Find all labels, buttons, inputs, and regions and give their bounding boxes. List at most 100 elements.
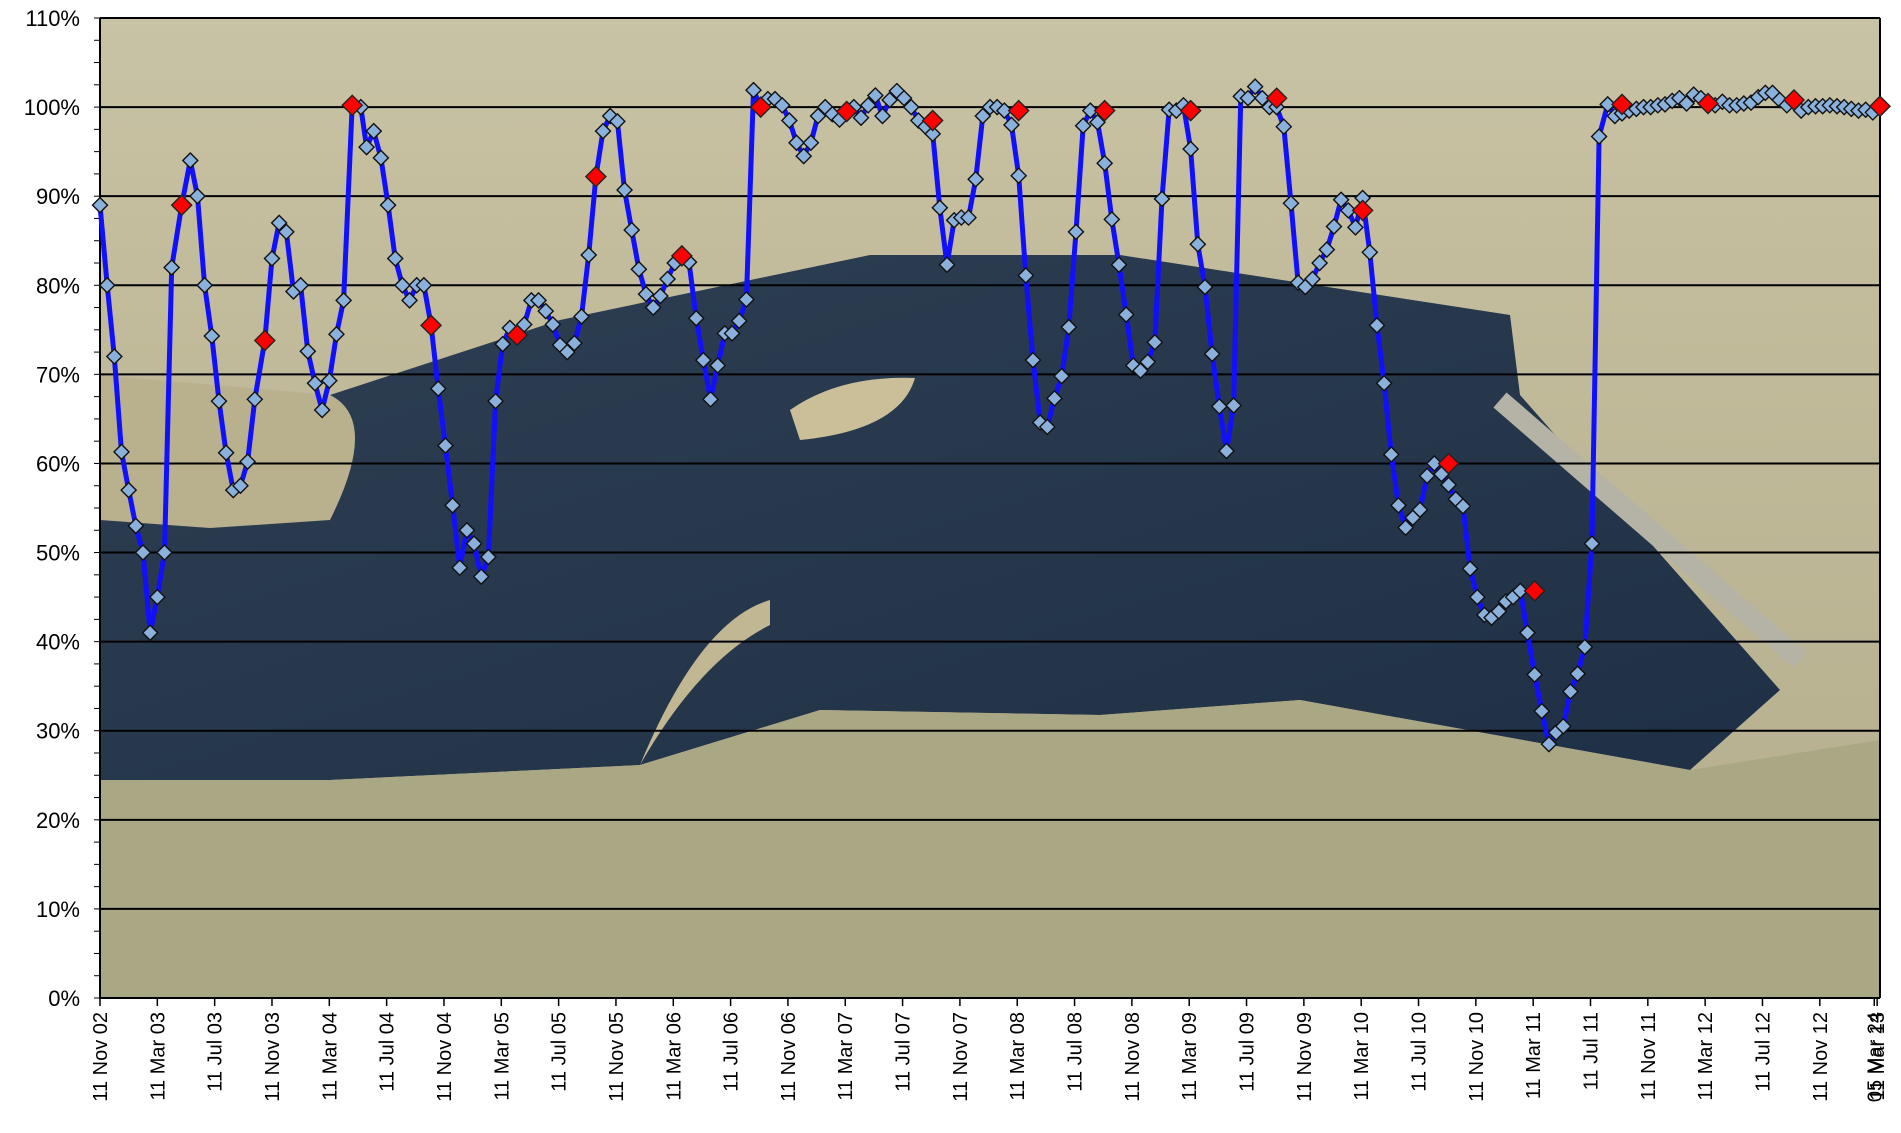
data-point	[1067, 223, 1085, 241]
x-tick-label: 11 Mar 07	[835, 1012, 857, 1101]
x-tick-label: 11 Mar 12	[1695, 1012, 1717, 1101]
data-point	[1303, 270, 1321, 288]
data-point	[372, 149, 390, 167]
data-point	[105, 348, 123, 366]
data-point	[494, 335, 512, 353]
x-tick-label: 11 Mar 03	[147, 1012, 169, 1101]
data-point	[393, 276, 411, 294]
x-tick-label: 11 Jul 10	[1409, 1012, 1431, 1092]
data-point	[1526, 666, 1544, 684]
y-tick-label: 80%	[36, 273, 80, 298]
data-point	[141, 624, 159, 642]
data-point	[379, 196, 397, 214]
data-point	[217, 444, 235, 462]
data-point	[365, 122, 383, 140]
data-point	[1346, 218, 1364, 236]
y-tick-label: 50%	[36, 541, 80, 566]
x-tick-label: 11 Nov 10	[1466, 1012, 1488, 1102]
data-point	[709, 356, 727, 374]
data-point	[866, 87, 884, 104]
data-point	[780, 111, 798, 129]
data-point	[91, 196, 109, 214]
data-point	[1189, 235, 1207, 253]
data-point	[292, 276, 310, 294]
data-point	[1311, 254, 1329, 272]
data-point	[1203, 345, 1221, 363]
x-tick-label: 11 Nov 02	[90, 1012, 112, 1102]
highlight-point	[584, 165, 607, 188]
data-point	[1103, 210, 1121, 228]
data-point	[1275, 118, 1293, 136]
data-point	[1461, 560, 1479, 578]
data-point	[1246, 78, 1264, 96]
data-point	[1368, 316, 1386, 334]
data-point	[902, 98, 920, 116]
y-tick-label: 110%	[25, 6, 80, 31]
data-point	[98, 276, 116, 294]
data-point	[1081, 102, 1099, 120]
data-point	[1196, 278, 1214, 296]
data-point	[1678, 95, 1696, 113]
data-point	[608, 112, 626, 130]
data-point	[630, 260, 648, 278]
data-point	[530, 291, 548, 309]
data-point	[120, 481, 138, 499]
data-point	[436, 437, 454, 455]
data-point	[616, 181, 634, 199]
data-point	[299, 342, 317, 360]
highlight-point	[1007, 99, 1030, 122]
data-point	[874, 107, 892, 125]
data-point	[1576, 638, 1594, 656]
data-point	[730, 312, 748, 330]
data-point	[1017, 266, 1035, 284]
data-point	[156, 544, 173, 562]
data-point	[1339, 201, 1357, 219]
data-point	[401, 291, 419, 309]
data-point	[1771, 91, 1789, 109]
data-point	[429, 380, 447, 398]
data-point	[1010, 167, 1028, 185]
data-point	[1325, 217, 1343, 235]
data-point	[1318, 241, 1336, 259]
data-point	[745, 81, 763, 99]
data-point	[544, 315, 562, 333]
data-point	[1490, 602, 1508, 620]
data-point	[1110, 256, 1128, 274]
x-tick-label: 11 Jul 04	[377, 1012, 399, 1092]
x-tick-label: 11 Mar 08	[1007, 1012, 1029, 1101]
data-point	[1053, 367, 1071, 385]
data-point	[1182, 140, 1200, 158]
x-tick-label: 11 Nov 03	[262, 1012, 284, 1102]
highlight-point	[1265, 87, 1288, 110]
x-tick-label: 11 Nov 11	[1638, 1012, 1660, 1100]
data-point	[694, 351, 712, 369]
x-tick-label: 11 Jul 06	[721, 1012, 743, 1092]
data-point	[1389, 496, 1407, 514]
x-tick-label: 11 Jul 12	[1752, 1012, 1774, 1092]
data-point	[558, 343, 576, 361]
data-point	[938, 256, 956, 274]
data-point	[1139, 353, 1157, 371]
y-tick-label: 60%	[36, 451, 80, 476]
data-point	[335, 291, 353, 309]
data-point	[1060, 318, 1078, 336]
data-point	[1554, 717, 1572, 735]
data-point	[1599, 95, 1617, 113]
highlight-point	[835, 100, 858, 123]
data-point	[1089, 113, 1106, 131]
data-point	[358, 138, 376, 156]
data-point	[895, 89, 913, 107]
highlight-point	[506, 324, 529, 347]
data-point	[1225, 397, 1243, 415]
data-point	[1382, 446, 1400, 464]
data-point	[1003, 116, 1020, 134]
data-point	[1533, 702, 1551, 720]
data-point	[687, 309, 705, 327]
highlight-point	[420, 314, 443, 337]
data-point	[1038, 418, 1056, 436]
x-tick-label: 11 Jul 07	[893, 1012, 915, 1092]
x-tick-label: 11 Nov 06	[778, 1012, 800, 1102]
data-point	[1332, 191, 1350, 209]
data-point	[1425, 454, 1443, 472]
